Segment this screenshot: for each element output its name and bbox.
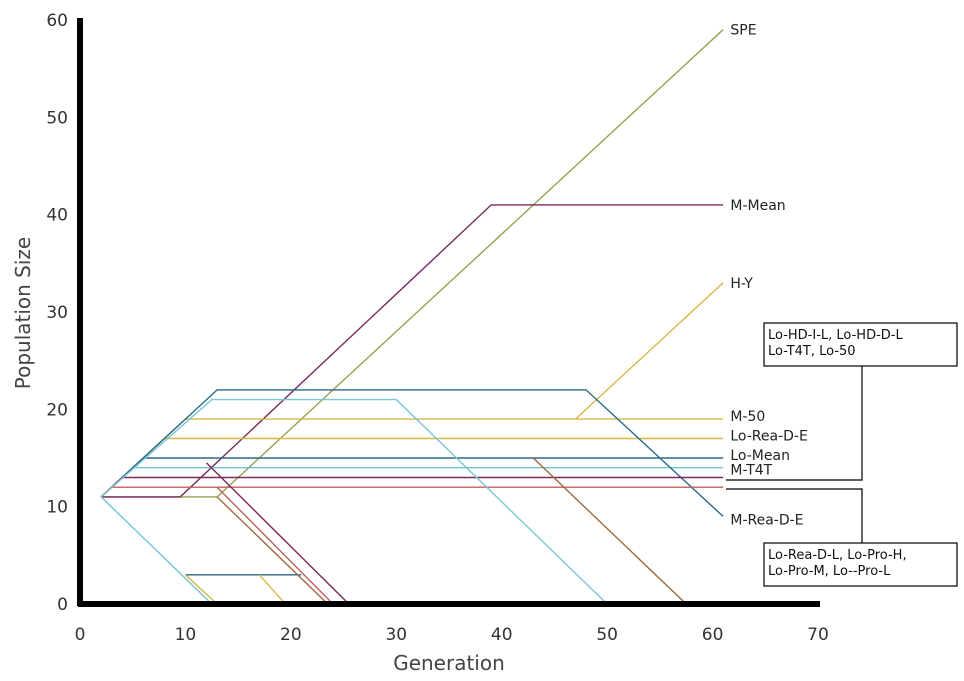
series-lines [100, 29, 724, 605]
x-tick-label: 40 [491, 625, 513, 645]
series-label: H-Y [730, 276, 753, 292]
series-label: M-50 [730, 409, 765, 425]
x-tick-label: 70 [807, 625, 829, 645]
annotations: Lo-HD-I-L, Lo-HD-D-LLo-T4T, Lo-50 Lo-Rea-… [726, 322, 958, 587]
y-tick-label: 60 [46, 11, 68, 31]
tick-labels: 0 10 20 30 40 50 60 70 0 10 20 30 40 50 60 [46, 11, 828, 645]
x-tick-label: 30 [385, 625, 407, 645]
series-m-t4t [100, 467, 724, 498]
y-tick-label: 40 [46, 206, 68, 226]
x-tick-label: 20 [280, 625, 302, 645]
series-h-y [575, 282, 724, 420]
series-label: M-Mean [730, 198, 785, 214]
x-tick-label: 50 [596, 625, 618, 645]
x-tick-label: 0 [75, 625, 86, 645]
y-tick-label: 20 [46, 400, 68, 420]
annotation-box [763, 322, 958, 367]
x-tick-label: 60 [702, 625, 724, 645]
annotation-text: Lo-HD-I-L, Lo-HD-D-L [768, 328, 903, 343]
series-line-11 [532, 457, 687, 605]
series-line-17 [216, 486, 334, 605]
annotation-leader [726, 366, 863, 481]
series-m-mean [101, 204, 724, 498]
y-tick-label: 30 [46, 303, 68, 323]
annotation-text: Lo-Rea-D-L, Lo-Pro-H, [768, 548, 907, 563]
y-axis-title: Population Size [11, 237, 35, 390]
y-tick-label: 50 [46, 108, 68, 128]
x-axis-title: Generation [393, 651, 505, 675]
y-tick-label: 0 [57, 595, 68, 615]
y-tick-label: 10 [46, 498, 68, 518]
series-line-15 [216, 496, 329, 605]
annotation-box [763, 542, 958, 587]
series-line-16 [206, 462, 350, 605]
series-line-12 [100, 496, 213, 605]
series-label: SPE [730, 23, 756, 39]
series-spe [101, 29, 724, 498]
annotation-text: Lo-T4T, Lo-50 [768, 344, 856, 359]
series-line-9 [100, 486, 724, 498]
x-tick-label: 10 [175, 625, 197, 645]
series-label: Lo-Rea-D-E [730, 429, 807, 445]
series-label: Lo-Mean [730, 448, 790, 464]
series-m-rea-d-e [100, 389, 724, 517]
series-label: M-Rea-D-E [730, 512, 803, 528]
series-line-14 [184, 574, 288, 605]
series-label: M-T4T [730, 463, 772, 479]
annotation-text: Lo-Pro-M, Lo--Pro-L [768, 564, 891, 579]
axes [77, 18, 820, 607]
series-line-10 [100, 398, 608, 605]
annotation-leader [726, 488, 863, 543]
